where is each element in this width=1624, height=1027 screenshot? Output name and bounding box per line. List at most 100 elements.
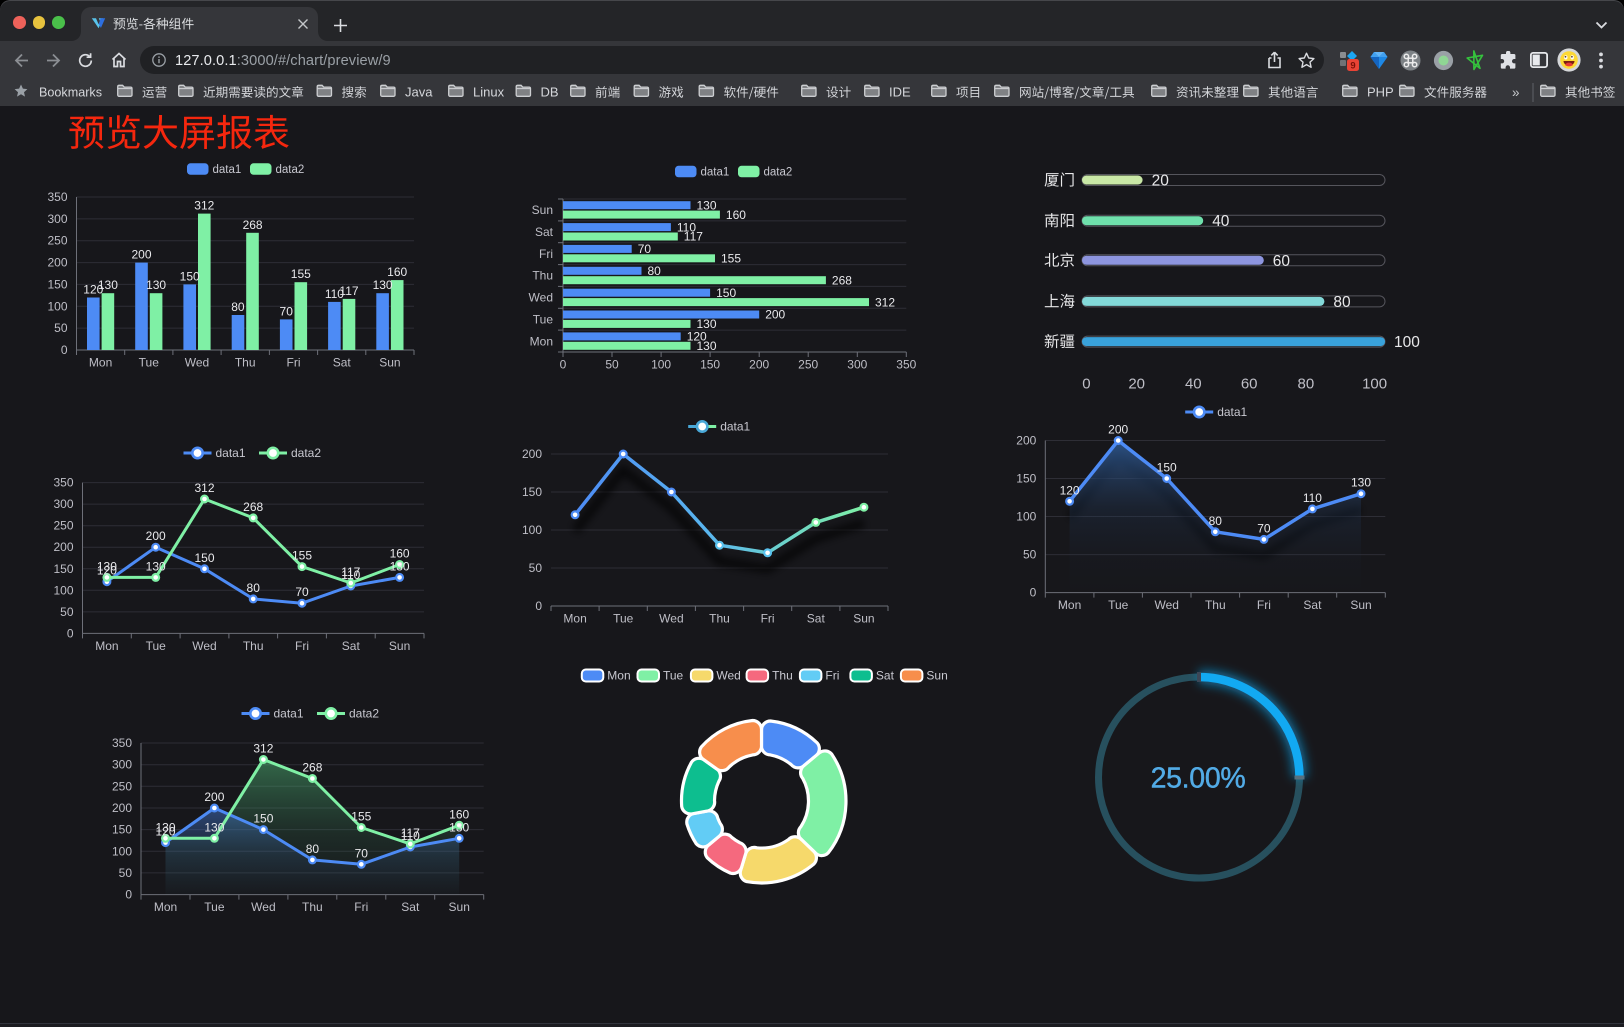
svg-text:IDE: IDE bbox=[889, 85, 911, 100]
svg-text:50: 50 bbox=[1023, 548, 1037, 562]
svg-text:117: 117 bbox=[401, 826, 420, 840]
svg-text:200: 200 bbox=[131, 248, 151, 262]
svg-text:0: 0 bbox=[535, 599, 542, 613]
svg-text:Sat: Sat bbox=[1303, 598, 1322, 612]
svg-text:0: 0 bbox=[125, 888, 132, 902]
svg-text:150: 150 bbox=[700, 358, 720, 372]
svg-text:Fri: Fri bbox=[1257, 598, 1271, 612]
svg-text:130: 130 bbox=[449, 820, 469, 834]
svg-text:Tue: Tue bbox=[146, 639, 167, 653]
svg-text:268: 268 bbox=[302, 761, 322, 775]
svg-text:200: 200 bbox=[749, 358, 769, 372]
svg-text:250: 250 bbox=[112, 779, 132, 793]
svg-text:300: 300 bbox=[112, 758, 132, 772]
svg-text:50: 50 bbox=[60, 605, 74, 619]
svg-text:50: 50 bbox=[605, 358, 619, 372]
svg-text:130: 130 bbox=[390, 559, 410, 573]
svg-text:150: 150 bbox=[47, 277, 67, 291]
svg-text:data1: data1 bbox=[720, 420, 750, 434]
svg-text:Sat: Sat bbox=[876, 669, 895, 683]
svg-text:Bookmarks: Bookmarks bbox=[39, 86, 102, 100]
svg-text:Fri: Fri bbox=[295, 639, 309, 653]
svg-text:DB: DB bbox=[541, 85, 559, 100]
svg-text:130: 130 bbox=[155, 820, 175, 834]
svg-text:Wed: Wed bbox=[529, 291, 553, 305]
svg-text:155: 155 bbox=[291, 267, 311, 281]
svg-text:80: 80 bbox=[1333, 294, 1351, 311]
svg-text:312: 312 bbox=[253, 742, 273, 756]
svg-text:80: 80 bbox=[1298, 376, 1315, 393]
svg-text:Wed: Wed bbox=[192, 639, 216, 653]
svg-text:110: 110 bbox=[401, 829, 420, 843]
svg-text:130: 130 bbox=[1351, 476, 1371, 490]
svg-text:data2: data2 bbox=[276, 164, 305, 176]
svg-text:130: 130 bbox=[146, 278, 166, 292]
svg-text:Thu: Thu bbox=[532, 269, 553, 283]
svg-text:268: 268 bbox=[243, 218, 263, 232]
svg-text:130: 130 bbox=[146, 559, 166, 573]
svg-text:117: 117 bbox=[684, 230, 703, 244]
svg-text:150: 150 bbox=[53, 562, 73, 576]
svg-text:40: 40 bbox=[1212, 213, 1230, 230]
svg-text:110: 110 bbox=[325, 287, 344, 301]
svg-text:0: 0 bbox=[61, 343, 68, 357]
svg-text:80: 80 bbox=[1209, 514, 1223, 528]
svg-text:350: 350 bbox=[53, 476, 73, 490]
svg-text:130: 130 bbox=[697, 339, 717, 353]
svg-text:Mon: Mon bbox=[95, 639, 118, 653]
svg-text:200: 200 bbox=[47, 256, 67, 270]
svg-text:250: 250 bbox=[47, 234, 67, 248]
svg-text:120: 120 bbox=[83, 283, 103, 297]
svg-text:Sat: Sat bbox=[535, 225, 554, 239]
svg-text:80: 80 bbox=[231, 300, 245, 314]
svg-text:200: 200 bbox=[1108, 423, 1128, 437]
svg-text:100: 100 bbox=[53, 583, 73, 597]
svg-text:data1: data1 bbox=[274, 707, 304, 721]
svg-text:60: 60 bbox=[1273, 253, 1291, 270]
svg-text:100: 100 bbox=[112, 844, 132, 858]
svg-text:Sun: Sun bbox=[926, 669, 947, 683]
svg-text:130: 130 bbox=[98, 278, 118, 292]
svg-text:80: 80 bbox=[648, 264, 662, 278]
svg-text:200: 200 bbox=[204, 790, 224, 804]
svg-text:130: 130 bbox=[697, 198, 717, 212]
svg-text:20: 20 bbox=[1152, 173, 1170, 190]
svg-text:150: 150 bbox=[716, 286, 736, 300]
svg-text:0: 0 bbox=[1082, 376, 1090, 393]
svg-text:data1: data1 bbox=[701, 167, 730, 179]
svg-text:100: 100 bbox=[1016, 510, 1036, 524]
svg-text:Sun: Sun bbox=[532, 203, 553, 217]
svg-text:9: 9 bbox=[1350, 60, 1355, 71]
svg-text:Thu: Thu bbox=[709, 612, 730, 626]
svg-text:Sun: Sun bbox=[1350, 598, 1371, 612]
svg-text:70: 70 bbox=[355, 846, 369, 860]
svg-text:Mon: Mon bbox=[530, 334, 553, 348]
svg-text:350: 350 bbox=[896, 358, 916, 372]
svg-text:Mon: Mon bbox=[154, 900, 177, 914]
svg-text:data1: data1 bbox=[1217, 405, 1247, 419]
svg-text:130: 130 bbox=[97, 559, 117, 573]
svg-text:PHP: PHP bbox=[1367, 85, 1394, 100]
svg-text:Tue: Tue bbox=[613, 612, 634, 626]
svg-text:250: 250 bbox=[798, 358, 818, 372]
svg-text:Tue: Tue bbox=[663, 669, 684, 683]
svg-text:Thu: Thu bbox=[235, 356, 256, 370]
svg-text:70: 70 bbox=[638, 242, 652, 256]
svg-text:350: 350 bbox=[47, 190, 67, 204]
svg-text:Fri: Fri bbox=[354, 900, 368, 914]
svg-text:150: 150 bbox=[194, 551, 214, 565]
svg-text:25.00%: 25.00% bbox=[1151, 763, 1246, 795]
svg-text:200: 200 bbox=[112, 801, 132, 815]
svg-text:150: 150 bbox=[1016, 472, 1036, 486]
svg-text:120: 120 bbox=[97, 564, 117, 578]
svg-text:Mon: Mon bbox=[89, 356, 112, 370]
svg-text:Sat: Sat bbox=[342, 639, 361, 653]
svg-text:Linux: Linux bbox=[473, 85, 505, 100]
svg-text:200: 200 bbox=[53, 540, 73, 554]
svg-text:100: 100 bbox=[522, 523, 542, 537]
svg-text:Sun: Sun bbox=[379, 356, 400, 370]
svg-text:0: 0 bbox=[67, 626, 74, 640]
svg-text:70: 70 bbox=[280, 304, 294, 318]
svg-text:Sun: Sun bbox=[389, 639, 410, 653]
svg-text:268: 268 bbox=[832, 273, 852, 287]
